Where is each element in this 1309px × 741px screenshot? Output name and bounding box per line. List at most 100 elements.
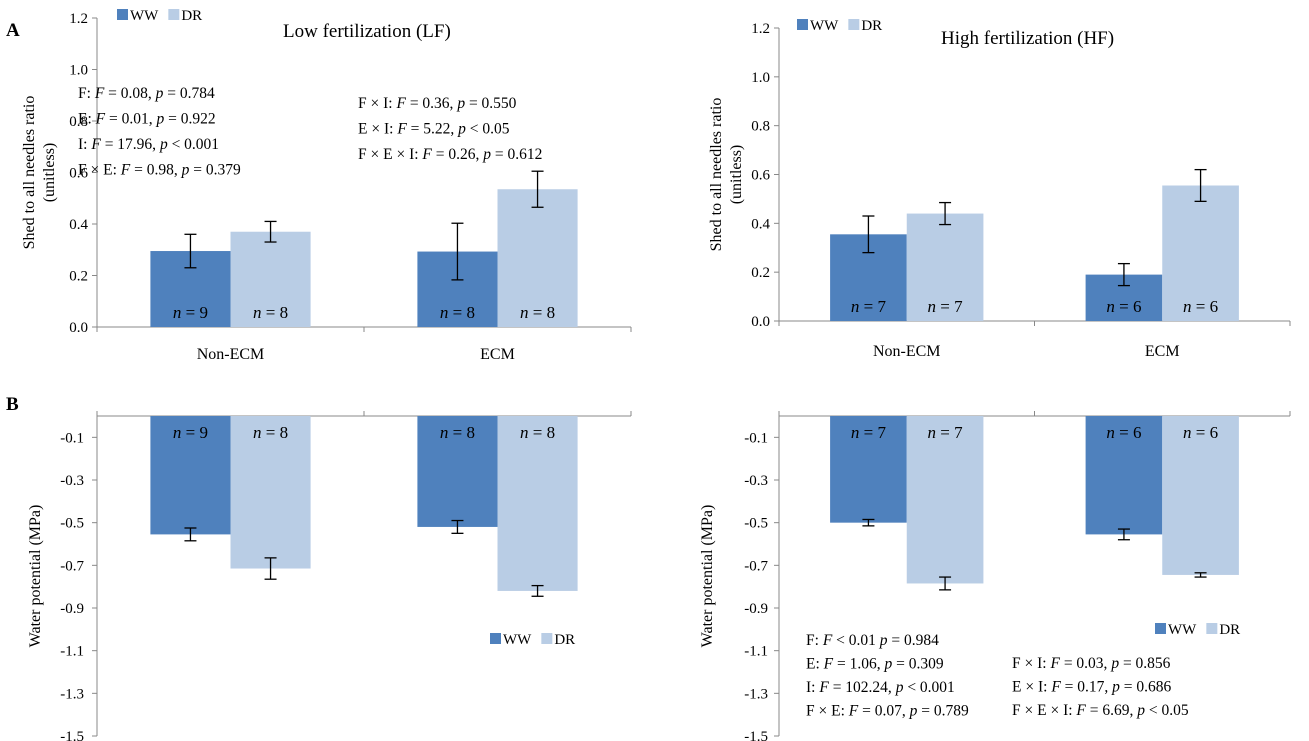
stats-annotation: E: F = 0.01, p = 0.922	[78, 111, 216, 128]
legend-swatch-ww	[797, 19, 808, 30]
legend-swatch-dr	[168, 9, 180, 20]
y-tick-label: 1.2	[69, 11, 88, 27]
y-tick-label: -0.5	[60, 516, 84, 532]
sample-size-label: n = 8	[520, 303, 555, 322]
x-category-label: ECM	[1145, 343, 1180, 360]
y-tick-label: 0.8	[751, 119, 770, 135]
sample-size-label: n = 8	[520, 423, 555, 442]
y-axis-label: Shed to all needles ratio	[708, 98, 725, 252]
y-tick-label: -0.5	[744, 516, 768, 532]
y-tick-label: -0.7	[60, 558, 84, 574]
bar-dr	[230, 231, 311, 327]
legend-label: WW	[1168, 622, 1197, 638]
y-tick-label: 1.2	[751, 21, 770, 37]
legend-label: DR	[181, 8, 202, 24]
bar-dr	[906, 416, 984, 584]
x-category-label: Non-ECM	[873, 343, 941, 360]
x-category-label: ECM	[480, 346, 515, 363]
sample-size-label: n = 7	[851, 297, 887, 316]
y-tick-label: -0.3	[744, 473, 768, 489]
sample-size-label: n = 9	[173, 423, 208, 442]
y-axis-label: Water potential (MPa)	[27, 505, 44, 648]
bar-ww	[830, 416, 907, 523]
bar-dr	[497, 416, 578, 591]
stats-annotation: E: F = 1.06, p = 0.309	[806, 656, 944, 673]
sample-size-label: n = 8	[440, 423, 475, 442]
x-category-label: Non-ECM	[197, 346, 265, 363]
legend-swatch-ww	[490, 633, 501, 644]
legend-label: WW	[130, 8, 159, 24]
y-tick-label: 0.2	[69, 269, 88, 285]
y-tick-label: -0.9	[744, 601, 768, 617]
chart-3: -1.5 -1.3 -1.1 -0.9 -0.7 -0.5 -0.3 -0.1 n = 9 n =…	[27, 411, 632, 741]
bar-ww	[150, 416, 231, 535]
y-tick-label: -1.5	[744, 729, 768, 741]
y-axis-label: Shed to all needles ratio	[21, 96, 38, 250]
stats-annotation: E × I: F = 0.17, p = 0.686	[1012, 679, 1172, 696]
stats-annotation: F × E × I: F = 0.26, p = 0.612	[358, 146, 542, 163]
chart-4: -1.5 -1.3 -1.1 -0.9 -0.7 -0.5 -0.3 -0.1 n = 7 n =…	[699, 411, 1291, 741]
bar-dr	[497, 189, 578, 327]
sample-size-label: n = 6	[1183, 423, 1218, 442]
y-tick-label: 1.0	[751, 70, 770, 86]
sample-size-label: n = 6	[1183, 297, 1218, 316]
legend-swatch-ww	[1155, 623, 1166, 634]
y-tick-label: -0.3	[60, 473, 84, 489]
y-tick-label: -0.7	[744, 558, 768, 574]
stats-annotation: E × I: F = 5.22, p < 0.05	[358, 121, 510, 138]
panel-label-b: B	[6, 394, 19, 415]
sample-size-label: n = 9	[173, 303, 208, 322]
panel-label-a: A	[6, 20, 20, 41]
sample-size-label: n = 8	[440, 303, 475, 322]
bar-ww	[417, 416, 498, 527]
stats-annotation: F × E: F = 0.98, p = 0.379	[78, 162, 241, 179]
bar-dr	[1162, 185, 1239, 321]
y-tick-label: 0.6	[751, 168, 770, 184]
y-axis-label: (unitless)	[41, 143, 58, 203]
chart-title: High fertilization (HF)	[941, 28, 1114, 49]
bar-dr	[906, 213, 984, 321]
y-tick-label: -0.1	[60, 430, 84, 446]
sample-size-label: n = 7	[928, 297, 964, 316]
y-tick-label: -1.1	[60, 644, 84, 660]
chart-2: 0.0 0.2 0.4 0.6 0.8 1.0 1.2 Non-ECM ECM n = 7 n = …	[708, 18, 1291, 360]
legend-swatch-dr	[848, 19, 860, 30]
y-tick-label: 0.2	[751, 265, 770, 281]
y-tick-label: 1.0	[69, 63, 88, 79]
y-tick-label: 0.6	[69, 166, 88, 182]
legend-label: WW	[810, 18, 839, 34]
bar-ww	[1085, 416, 1163, 535]
charts-group: 0.0 0.2 0.4 0.6 0.8 1.0 1.2 Non-ECM ECM n = 9 n = …	[21, 8, 1291, 741]
y-axis-label: Water potential (MPa)	[699, 505, 716, 648]
stats-annotation: F × E: F = 0.07, p = 0.789	[806, 703, 969, 720]
stats-annotation: I: F = 102.24, p < 0.001	[806, 679, 955, 696]
legend-swatch-dr	[1206, 623, 1218, 634]
stats-annotation: F × I: F = 0.36, p = 0.550	[358, 95, 517, 112]
legend-label: DR	[861, 18, 882, 34]
stats-annotation: F: F = 0.08, p = 0.784	[78, 85, 215, 102]
y-tick-label: -1.3	[60, 686, 84, 702]
y-tick-label: -1.5	[60, 729, 84, 741]
sample-size-label: n = 8	[253, 423, 288, 442]
y-tick-label: 0.0	[69, 320, 88, 336]
stats-annotation: F × I: F = 0.03, p = 0.856	[1012, 655, 1171, 672]
sample-size-label: n = 7	[851, 423, 887, 442]
legend-label: WW	[503, 632, 532, 648]
y-axis-label: (unitless)	[728, 145, 745, 205]
sample-size-label: n = 7	[928, 423, 964, 442]
sample-size-label: n = 6	[1106, 297, 1141, 316]
legend-swatch-ww	[117, 9, 128, 20]
y-tick-label: 0.4	[751, 216, 770, 232]
chart-1: 0.0 0.2 0.4 0.6 0.8 1.0 1.2 Non-ECM ECM n = 9 n = …	[21, 8, 632, 363]
y-tick-label: 0.4	[69, 217, 88, 233]
y-tick-label: -1.3	[744, 686, 768, 702]
chart-title: Low fertilization (LF)	[283, 21, 451, 42]
y-tick-label: 0.8	[69, 114, 88, 130]
bar-dr	[230, 416, 311, 569]
stats-annotation: F: F < 0.01 p = 0.984	[806, 632, 939, 649]
y-tick-label: -0.9	[60, 601, 84, 617]
legend-label: DR	[1219, 622, 1240, 638]
y-tick-label: 0.0	[751, 314, 770, 330]
sample-size-label: n = 6	[1106, 423, 1141, 442]
